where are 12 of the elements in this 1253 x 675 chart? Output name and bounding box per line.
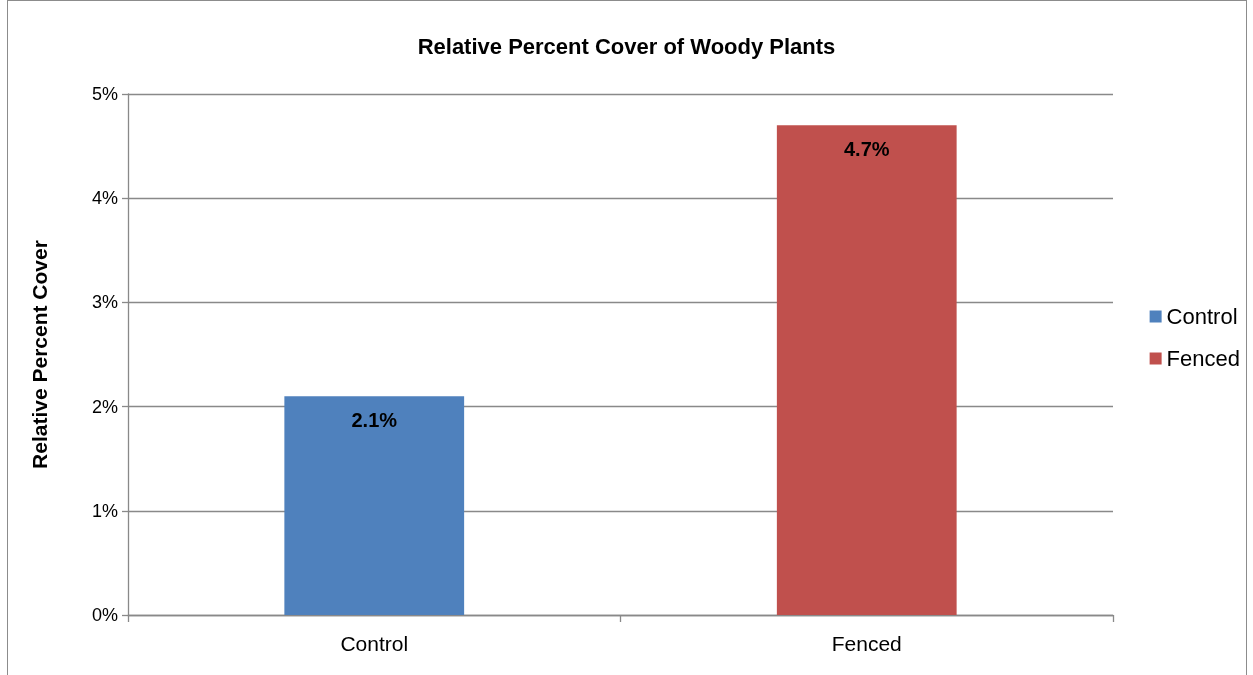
y-tick-label: 5% (91, 84, 118, 104)
y-tick-label: 4% (91, 188, 118, 209)
y-tick-label: 2% (91, 396, 118, 417)
chart-title: Relative Percent Cover of Woody Plants (417, 33, 836, 59)
y-tick-label: 0% (91, 605, 118, 625)
y-tick-label: 1% (91, 500, 118, 521)
legend-label: Fenced (1166, 346, 1241, 371)
data-label: 4.7% (843, 138, 890, 161)
y-tick-label: 3% (91, 292, 118, 313)
data-label: 2.1% (351, 409, 398, 432)
y-axis-title: Relative Percent Cover (28, 240, 51, 469)
legend-label: Control (1166, 304, 1238, 329)
